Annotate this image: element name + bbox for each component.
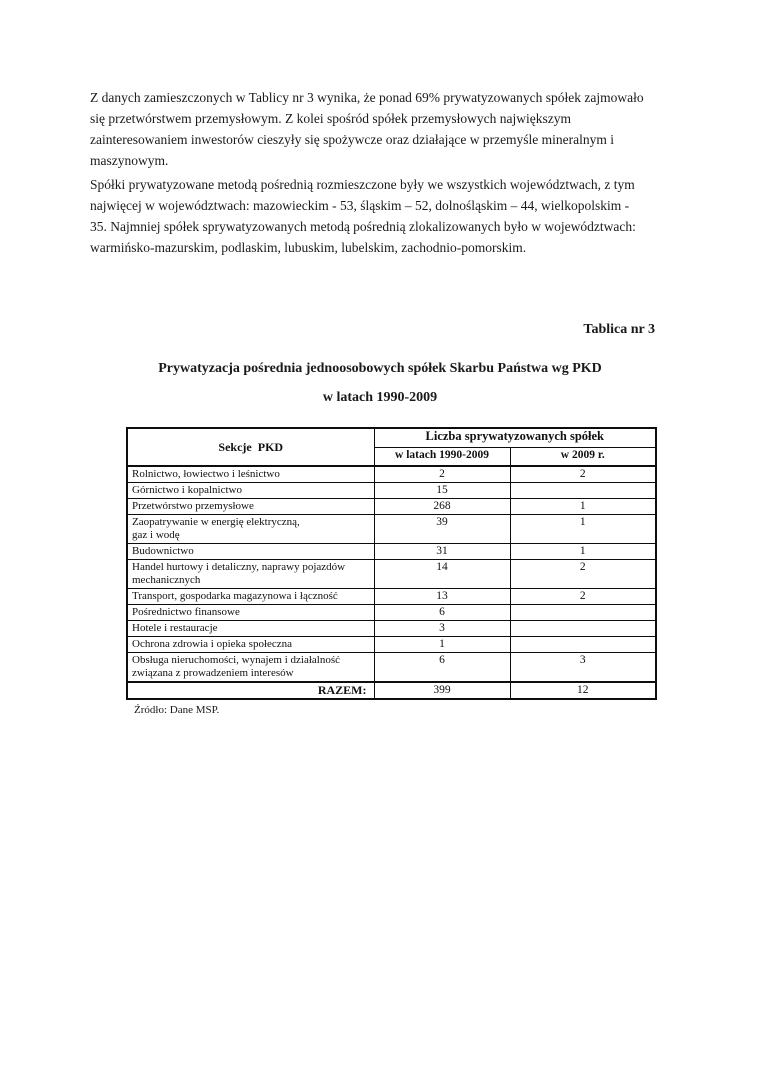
value-2009-cell: 2 [509,559,657,589]
total-row: RAZEM: 399 12 [126,681,657,700]
section-cell: Obsługa nieruchomości, wynajem i działal… [126,652,375,683]
value-2009-cell: 3 [509,652,657,683]
value-2009-cell: 1 [509,543,657,560]
value-1990-2009-cell: 1 [373,636,511,653]
table-row: Hotele i restauracje 3 [126,620,657,637]
column-header-sekcje-pkd: Sekcje PKD [126,427,375,467]
table-body: Rolnictwo, łowiectwo i leśnictwo 2 2 Gór… [126,465,657,683]
section-cell: Transport, gospodarka magazynowa i łączn… [126,588,375,605]
total-row-label: RAZEM: [126,681,375,700]
table-title-line-1: Prywatyzacja pośrednia jednoosobowych sp… [158,361,602,376]
table-row: Zaopatrywanie w energię elektryczną, gaz… [126,514,657,544]
value-1990-2009-cell: 14 [373,559,511,589]
section-cell: Hotele i restauracje [126,620,375,637]
value-1990-2009-cell: 6 [373,604,511,621]
value-2009-cell: 2 [509,588,657,605]
section-cell: Pośrednictwo finansowe [126,604,375,621]
table-row: Rolnictwo, łowiectwo i leśnictwo 2 2 [126,465,657,483]
table-row: Handel hurtowy i detaliczny, naprawy poj… [126,559,657,589]
table-row: Pośrednictwo finansowe 6 [126,604,657,621]
table-number-label: Tablica nr 3 [583,322,655,337]
table-row: Ochrona zdrowia i opieka społeczna 1 [126,636,657,653]
section-cell: Handel hurtowy i detaliczny, naprawy poj… [126,559,375,589]
value-2009-cell: 2 [509,465,657,483]
table-title-line-2: w latach 1990-2009 [322,390,438,405]
header-row-sub: w latach 1990-2009 w 2009 r. [127,446,657,467]
value-2009-cell [509,620,657,637]
total-value-1990-2009: 399 [373,681,511,700]
table-row: Budownictwo 31 1 [126,543,657,560]
table-total-body: RAZEM: 399 12 [126,681,657,700]
value-1990-2009-cell: 268 [373,498,511,515]
value-2009-cell: 1 [509,514,657,544]
value-1990-2009-cell: 13 [373,588,511,605]
header-row-group: Sekcje PKD Liczba sprywatyzowanych spółe… [126,427,657,467]
value-1990-2009-cell: 6 [373,652,511,683]
column-header-1990-2009: w latach 1990-2009 [373,446,511,467]
table-row: Transport, gospodarka magazynowa i łączn… [126,588,657,605]
body-text: Z danych zamieszczonych w Tablicy nr 3 w… [90,87,692,261]
section-cell: Zaopatrywanie w energię elektryczną, gaz… [126,514,375,544]
total-value-2009: 12 [509,681,657,700]
paragraph-1: Z danych zamieszczonych w Tablicy nr 3 w… [90,90,644,168]
table-title: Prywatyzacja pośrednia jednoosobowych sp… [90,354,670,412]
value-2009-cell [509,604,657,621]
column-group-header: Liczba sprywatyzowanych spółek [373,427,657,448]
value-2009-cell [509,482,657,499]
value-1990-2009-cell: 39 [373,514,511,544]
table-area: Sekcje PKD Liczba sprywatyzowanych spółe… [126,427,658,716]
value-2009-cell: 1 [509,498,657,515]
value-1990-2009-cell: 31 [373,543,511,560]
value-2009-cell [509,636,657,653]
source-note: Źródło: Dane MSP. [134,704,220,716]
section-cell: Górnictwo i kopalnictwo [126,482,375,499]
section-cell: Rolnictwo, łowiectwo i leśnictwo [126,465,375,483]
paragraph-2: Spółki prywatyzowane metodą pośrednią ro… [90,177,636,255]
value-1990-2009-cell: 2 [373,465,511,483]
column-header-2009: w 2009 r. [509,446,657,467]
table-row: Przetwórstwo przemysłowe 268 1 [126,498,657,515]
value-1990-2009-cell: 3 [373,620,511,637]
table-row: Górnictwo i kopalnictwo 15 [126,482,657,499]
table-header: Sekcje PKD Liczba sprywatyzowanych spółe… [126,427,657,467]
pkd-privatization-table: Sekcje PKD Liczba sprywatyzowanych spółe… [126,427,658,700]
value-1990-2009-cell: 15 [373,482,511,499]
section-cell: Ochrona zdrowia i opieka społeczna [126,636,375,653]
section-cell: Budownictwo [126,543,375,560]
section-cell: Przetwórstwo przemysłowe [126,498,375,515]
table-row: Obsługa nieruchomości, wynajem i działal… [126,652,657,683]
